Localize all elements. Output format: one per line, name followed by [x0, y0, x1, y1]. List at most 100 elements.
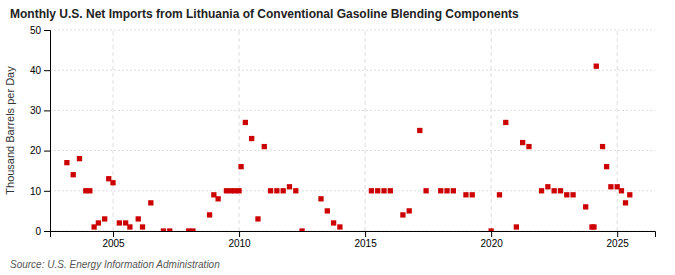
point [407, 208, 412, 213]
tick-label: 30 [30, 105, 42, 116]
point [619, 188, 624, 193]
point [470, 192, 475, 197]
tick: 2020 [481, 231, 504, 249]
grid-line-y [50, 150, 655, 151]
point [545, 184, 550, 189]
point [337, 224, 342, 229]
point [243, 120, 248, 125]
grid-line-y [50, 70, 655, 71]
point [281, 188, 286, 193]
grid-line-x [491, 30, 492, 231]
grid-line-x [113, 30, 114, 231]
point [293, 188, 298, 193]
tick: 2010 [228, 231, 251, 249]
point [238, 164, 243, 169]
point [127, 224, 132, 229]
tick: 0 [35, 226, 50, 237]
point [600, 144, 605, 149]
tick-mark [365, 231, 366, 237]
tick-label: 40 [30, 65, 42, 76]
grid-line-y [50, 190, 655, 191]
tick: 10 [30, 186, 50, 197]
point [497, 192, 502, 197]
grid-line-y [50, 110, 655, 111]
axis-line [51, 232, 656, 238]
point [463, 192, 468, 197]
tick-mark [44, 231, 50, 232]
tick-label: 2015 [354, 238, 377, 249]
tick-mark [44, 30, 50, 31]
point [167, 228, 172, 231]
point [117, 220, 122, 225]
tick: 40 [30, 65, 50, 76]
point [274, 188, 279, 193]
point [381, 188, 386, 193]
point [299, 228, 304, 231]
tick-mark [44, 70, 50, 71]
tick-mark [491, 231, 492, 237]
grid-line-x [365, 30, 366, 231]
point [451, 188, 456, 193]
point [604, 164, 609, 169]
chart-container: 2005 2010 2015 2020 2025 0 10 20 30 40 50 Monthly U… [0, 0, 675, 275]
point [591, 224, 596, 229]
point [514, 224, 519, 229]
y-axis: 0 10 20 30 40 50 [30, 25, 51, 237]
tick-label: 0 [35, 226, 41, 237]
point [558, 188, 563, 193]
tick-label: 50 [30, 25, 42, 36]
tick-label: 2010 [228, 238, 251, 249]
grid [50, 30, 655, 231]
tick-label: 20 [30, 145, 42, 156]
point [71, 172, 76, 177]
point [503, 120, 508, 125]
tick: 2005 [102, 231, 125, 249]
plot-area [64, 64, 632, 231]
tick-mark [239, 231, 240, 237]
point [318, 196, 323, 201]
tick-mark [44, 151, 50, 152]
point [190, 228, 195, 231]
point [77, 156, 82, 161]
point [526, 144, 531, 149]
tick-mark [44, 110, 50, 111]
tick-label: 2005 [102, 238, 125, 249]
point [488, 228, 493, 231]
tick-label: 2020 [481, 238, 504, 249]
tick-mark [113, 231, 114, 237]
tick: 2025 [607, 231, 630, 249]
point [87, 188, 92, 193]
grid-line-x [239, 30, 240, 231]
point [255, 216, 260, 221]
point [262, 144, 267, 149]
point [287, 184, 292, 189]
tick: 20 [30, 145, 50, 156]
point [594, 64, 599, 69]
point [331, 220, 336, 225]
point [417, 128, 422, 133]
point [325, 208, 330, 213]
point [608, 184, 613, 189]
tick: 50 [30, 25, 50, 36]
point [552, 188, 557, 193]
point [102, 216, 107, 221]
tick-mark [44, 191, 50, 192]
tick-mark [617, 231, 618, 237]
point [268, 188, 273, 193]
point [400, 212, 405, 217]
grid-line-y [50, 30, 655, 31]
point [215, 196, 220, 201]
point [623, 200, 628, 205]
point [564, 192, 569, 197]
point [438, 188, 443, 193]
axis-line [44, 31, 51, 232]
point [96, 220, 101, 225]
title: Monthly U.S. Net Imports from Lithuania … [10, 7, 519, 21]
point [140, 224, 145, 229]
point [520, 140, 525, 145]
tick-label: 10 [30, 186, 42, 197]
point [369, 188, 374, 193]
source: Source: U.S. Energy Information Administ… [10, 259, 220, 270]
point [570, 192, 575, 197]
x-axis: 2005 2010 2015 2020 2025 [51, 231, 656, 249]
